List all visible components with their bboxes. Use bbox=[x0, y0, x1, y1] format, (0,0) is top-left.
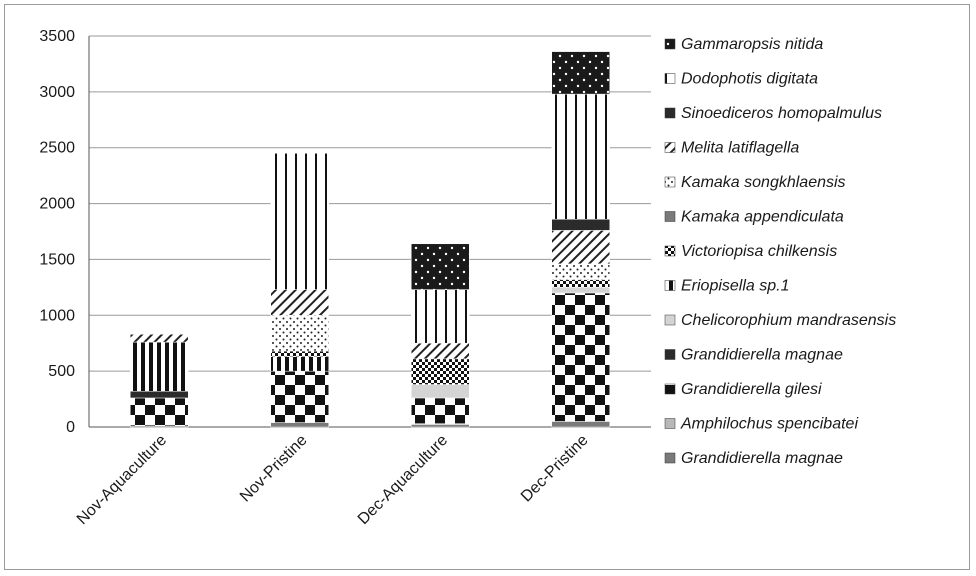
y-axis-ticks: 0 500 1000 1500 2000 2500 3000 3500 bbox=[39, 28, 75, 436]
legend-label: Grandidierella gilesi bbox=[681, 381, 822, 398]
chart-frame: 0 500 1000 1500 2000 2500 3000 3500 Nov-Aquacul… bbox=[4, 4, 970, 570]
y-tick-label: 500 bbox=[48, 363, 75, 380]
bar-segment bbox=[411, 384, 470, 399]
bar-segment bbox=[411, 243, 470, 290]
legend-swatch bbox=[664, 107, 676, 119]
legend-swatch bbox=[664, 383, 676, 395]
bar-segment bbox=[551, 51, 610, 95]
y-tick-label: 0 bbox=[66, 419, 75, 436]
legend-swatch bbox=[664, 418, 676, 429]
bar-segment bbox=[270, 356, 329, 372]
legend-swatch bbox=[664, 349, 676, 360]
legend-swatch bbox=[664, 314, 676, 326]
bar-segment bbox=[130, 397, 189, 427]
legend-label: Gammaropsis nitida bbox=[681, 36, 823, 53]
bar-segment bbox=[411, 397, 470, 424]
legend-label: Victoriopisa chilkensis bbox=[681, 243, 837, 260]
x-axis-categories: Nov-Aquaculture Nov-Pristine Dec-Aquacultu… bbox=[74, 432, 592, 528]
bar-segment bbox=[270, 315, 329, 352]
bar-segment bbox=[551, 218, 610, 231]
bar-segment bbox=[551, 421, 610, 428]
legend-swatch bbox=[664, 280, 676, 291]
legend: Gammaropsis nitida Dodophotis digitata Sin… bbox=[664, 36, 896, 467]
legend-swatch bbox=[664, 211, 676, 222]
bar-segment bbox=[130, 391, 189, 399]
bar-segment bbox=[270, 350, 329, 357]
y-tick-label: 3000 bbox=[39, 84, 75, 101]
bar-segment bbox=[270, 289, 329, 316]
stacked-bar-chart: 0 500 1000 1500 2000 2500 3000 3500 Nov-Aquacul… bbox=[39, 28, 896, 528]
bar-segment bbox=[411, 424, 470, 428]
legend-label: Amphilochus spencibatei bbox=[680, 416, 858, 433]
bar-segment bbox=[551, 292, 610, 422]
legend-label: Chelicorophium mandrasensis bbox=[681, 312, 896, 329]
bar-segment bbox=[551, 93, 610, 220]
bar-segment bbox=[411, 289, 470, 344]
bar-segment bbox=[270, 422, 329, 428]
legend-swatch bbox=[664, 452, 676, 464]
y-tick-label: 2000 bbox=[39, 196, 75, 213]
bars bbox=[130, 51, 610, 428]
bar-segment bbox=[130, 334, 189, 343]
legend-label: Dodophotis digitata bbox=[681, 71, 818, 88]
y-tick-label: 2500 bbox=[39, 140, 75, 157]
legend-label: Kamaka songkhlaensis bbox=[681, 174, 846, 191]
bar-segment bbox=[551, 230, 610, 265]
bar-segment bbox=[270, 370, 329, 423]
x-category-label: Nov-Pristine bbox=[237, 432, 311, 506]
bar-segment bbox=[551, 279, 610, 288]
bar-segment bbox=[411, 342, 470, 360]
legend-label: Eriopisella sp.1 bbox=[681, 278, 790, 295]
legend-swatch bbox=[664, 142, 676, 153]
x-category-label: Nov-Aquaculture bbox=[74, 432, 170, 528]
y-tick-label: 1500 bbox=[39, 251, 75, 268]
bar-segment bbox=[411, 358, 470, 385]
y-tick-label: 3500 bbox=[39, 28, 75, 45]
y-tick-label: 1000 bbox=[39, 307, 75, 324]
legend-swatch bbox=[664, 245, 676, 257]
bar-segment bbox=[551, 287, 610, 294]
legend-swatch bbox=[664, 38, 676, 50]
bar-segment bbox=[270, 153, 329, 290]
legend-label: Sinoediceros homopalmulus bbox=[681, 105, 882, 122]
legend-label: Grandidierella magnae bbox=[681, 347, 843, 364]
bar-segment bbox=[551, 263, 610, 280]
legend-label: Grandidierella magnae bbox=[681, 450, 843, 467]
legend-swatch bbox=[664, 176, 676, 188]
x-category-label: Dec-Aquaculture bbox=[355, 432, 451, 528]
bar-segment bbox=[130, 341, 189, 392]
legend-label: Melita latiflagella bbox=[681, 140, 799, 157]
legend-swatch bbox=[664, 73, 676, 84]
legend-label: Kamaka appendiculata bbox=[681, 209, 844, 226]
x-category-label: Dec-Pristine bbox=[518, 432, 592, 506]
